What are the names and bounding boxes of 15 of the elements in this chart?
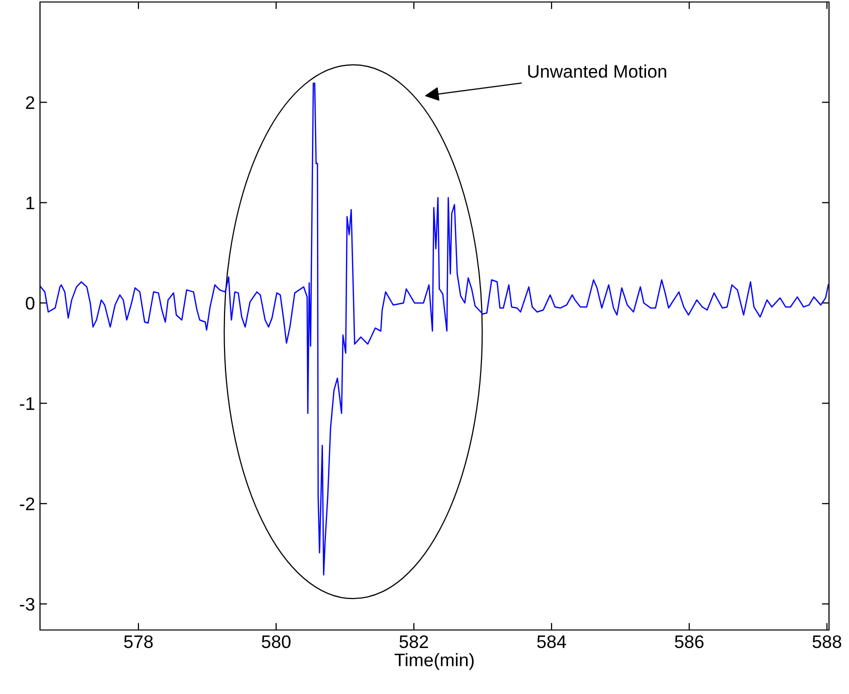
x-tick-label: 588 xyxy=(812,635,842,648)
x-axis-title: Time(min) xyxy=(394,653,474,670)
x-tick-label: 580 xyxy=(262,635,291,648)
y-tick-label: 1 xyxy=(26,196,34,210)
y-tick-label: -1 xyxy=(20,397,34,410)
y-tick-label: 2 xyxy=(26,96,34,109)
y-tick-label: -2 xyxy=(20,498,34,510)
x-tick-label: 582 xyxy=(400,635,428,648)
x-tick-label: 584 xyxy=(537,635,566,648)
y-tick-label: -3 xyxy=(20,598,34,611)
annotation: Unwanted Motion xyxy=(528,64,666,78)
line-series xyxy=(40,82,829,576)
y-tick-label: 0 xyxy=(26,296,34,310)
x-tick-label: 578 xyxy=(124,635,153,648)
x-tick-label: 586 xyxy=(674,635,704,648)
